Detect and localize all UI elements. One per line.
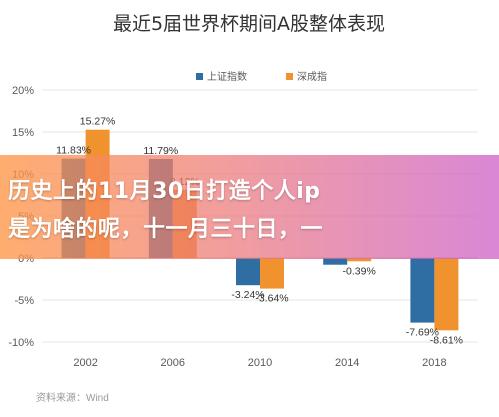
bar-2018-shenzhen — [434, 258, 459, 331]
x-tick-label: 2010 — [248, 357, 272, 369]
legend-swatch — [196, 73, 203, 80]
x-tick-label: 2018 — [422, 357, 446, 369]
x-axis: 2002 2006 2010 2014 2018 — [73, 357, 446, 369]
data-label: -8.61% — [430, 334, 463, 346]
bar-2014-shanghai — [323, 258, 348, 265]
legend-label: 深成指 — [297, 70, 327, 83]
banner-line-1: 历史上的11月30日打造个人ip — [8, 179, 321, 204]
y-tick-label: -5% — [14, 295, 34, 307]
data-labels: 11.83%15.27%11.79%8.12%-3.24%-3.64%-0.39… — [56, 116, 463, 347]
data-label: -3.24% — [231, 289, 264, 301]
legend-label: 上证指数 — [207, 70, 247, 83]
banner-line-2: 是为啥的呢，十一月三十日，一 — [8, 217, 324, 242]
source-note: 资料来源：Wind — [36, 393, 109, 404]
bar-2010-shanghai — [236, 258, 260, 286]
bar-2014-shenzhen — [347, 258, 372, 262]
data-label: 11.79% — [143, 145, 178, 157]
bar-2018-shanghai — [410, 258, 435, 323]
x-tick-label: 2014 — [335, 357, 359, 369]
y-tick-label: -10% — [8, 337, 34, 349]
legend: 上证指数 深成指 — [196, 70, 327, 83]
chart-title: 最近5届世界杯期间A股整体表现 — [113, 13, 385, 35]
data-label: 11.83% — [56, 145, 91, 157]
y-tick-label: 15% — [12, 127, 34, 139]
x-tick-label: 2002 — [73, 357, 97, 369]
bar-2010-shenzhen — [260, 258, 284, 289]
y-tick-label: 20% — [12, 85, 34, 97]
data-label: -3.64% — [255, 293, 288, 305]
data-label: -0.39% — [343, 265, 376, 277]
data-label: 15.27% — [80, 116, 116, 128]
data-label: -7.69% — [406, 327, 439, 339]
overlay-banner: 历史上的11月30日打造个人ip 是为啥的呢，十一月三十日，一 — [0, 155, 499, 259]
legend-swatch — [286, 73, 293, 80]
x-tick-label: 2006 — [161, 357, 185, 369]
